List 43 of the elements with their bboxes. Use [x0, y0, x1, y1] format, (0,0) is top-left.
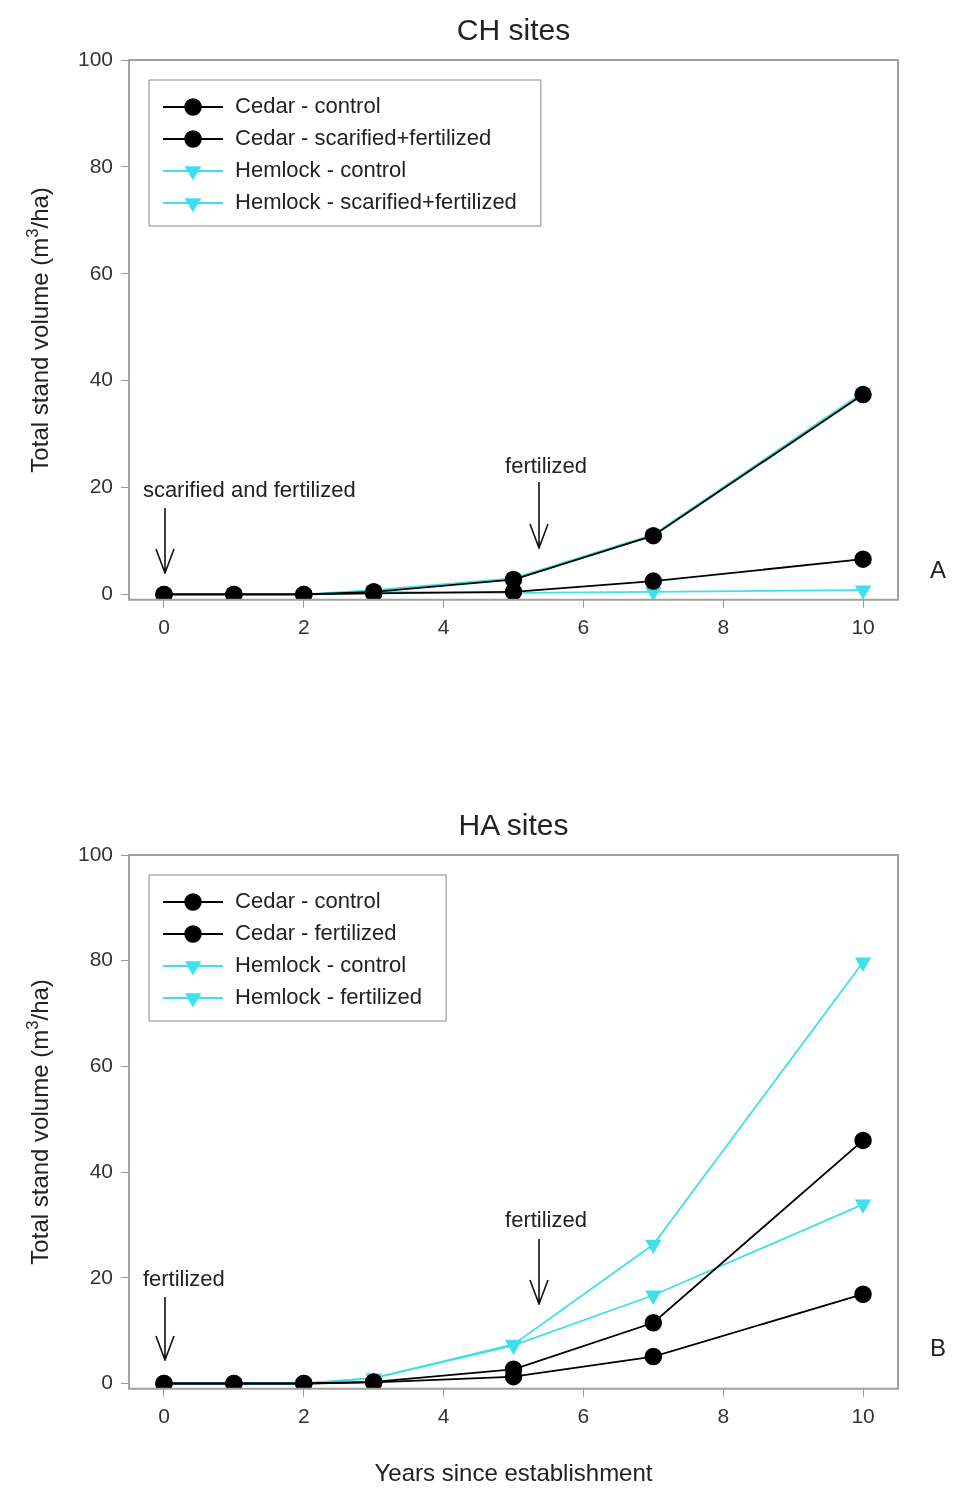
chart-title: CH sites — [456, 13, 571, 46]
y-tick-label: 40 — [89, 1158, 114, 1182]
text: B — [930, 1333, 947, 1361]
x-tick-label: 0 — [158, 615, 170, 639]
y-tick-label: 0 — [101, 1370, 114, 1394]
x-tick-label: 8 — [717, 615, 730, 639]
legend-label: Cedar - fertilized — [235, 920, 397, 946]
x-tick-label: 6 — [577, 615, 590, 639]
legend-label: Hemlock - scarified+fertilized — [235, 189, 517, 215]
x-tick-label: 6 — [577, 1404, 590, 1428]
annotation: fertilized — [505, 1206, 587, 1232]
chart-title: HA sites — [458, 808, 569, 841]
text: A — [930, 556, 947, 584]
legend-label: Hemlock - control — [235, 952, 407, 978]
legend-label: Hemlock - fertilized — [235, 984, 423, 1010]
y-tick-label: 80 — [89, 947, 114, 971]
x-tick-label: 10 — [851, 1404, 875, 1428]
y-tick-label: 100 — [77, 46, 114, 70]
legend-label: Hemlock - control — [235, 157, 407, 183]
x-tick-label: 4 — [437, 615, 450, 639]
y-axis-title: Total stand volume (m3/ha) — [23, 187, 53, 473]
x-tick-label: 2 — [297, 1404, 310, 1428]
y-tick-label: 80 — [89, 153, 114, 177]
x-tick-label: 4 — [437, 1404, 450, 1428]
annotation: fertilized — [505, 453, 587, 479]
legend-label: Cedar - control — [235, 93, 381, 119]
legend-label: Cedar - control — [235, 888, 381, 914]
x-axis-title: Years since establishment — [374, 1458, 653, 1486]
y-tick-label: 60 — [89, 1053, 114, 1077]
legend-label: Cedar - scarified+fertilized — [235, 125, 492, 151]
y-axis-title: Total stand volume (m3/ha) — [23, 979, 53, 1265]
y-tick-label: 100 — [77, 841, 114, 865]
y-tick-label: 60 — [89, 260, 114, 284]
y-tick-label: 20 — [89, 1264, 114, 1288]
x-tick-label: 8 — [717, 1404, 730, 1428]
x-tick-label: 0 — [158, 1404, 170, 1428]
annotation: fertilized — [142, 1265, 225, 1291]
y-tick-label: 40 — [89, 367, 114, 391]
annotation: scarified and fertilized — [142, 477, 356, 503]
y-tick-label: 0 — [101, 581, 114, 605]
y-tick-label: 20 — [89, 474, 114, 498]
x-tick-label: 2 — [297, 615, 310, 639]
x-tick-label: 10 — [851, 615, 875, 639]
